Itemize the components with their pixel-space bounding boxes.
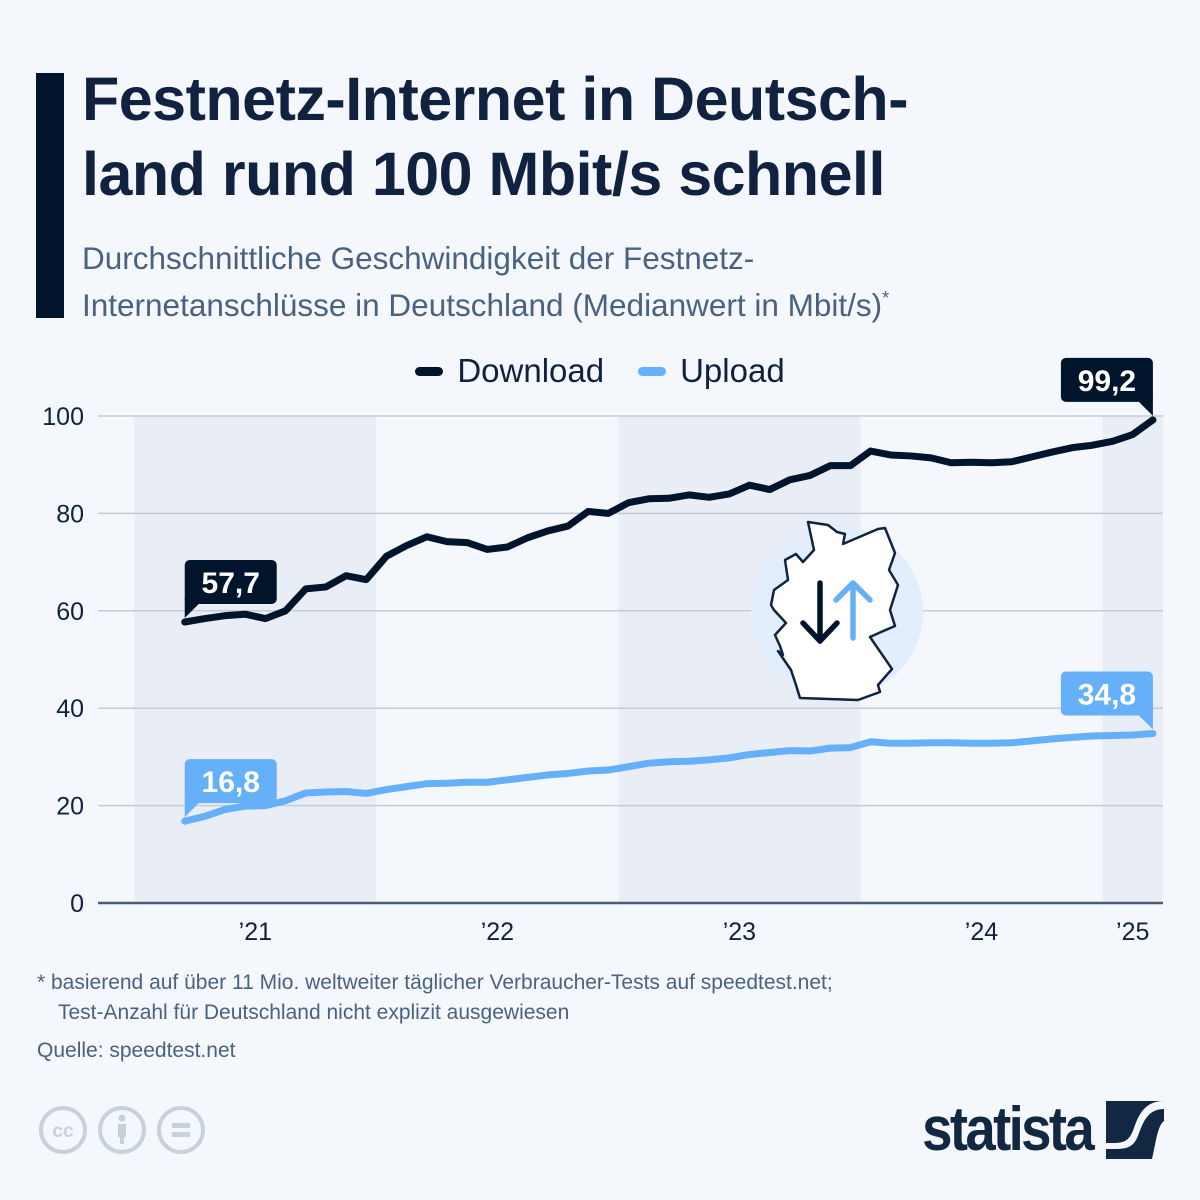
y-tick-label: 0 xyxy=(70,890,84,918)
footnote-marker: * xyxy=(882,288,890,308)
upload-arrow-icon xyxy=(833,580,873,641)
series-lines xyxy=(181,416,1157,825)
data-label: 34,8 xyxy=(1078,679,1136,712)
footnote-line-1: * basierend auf über 11 Mio. weltweiter … xyxy=(37,971,833,994)
legend-item-download[interactable]: Download xyxy=(415,352,604,390)
data-label: 57,7 xyxy=(202,567,260,600)
source-text: Quelle: speedtest.net xyxy=(37,1039,236,1062)
legend-label-upload: Upload xyxy=(680,352,785,389)
data-label: 99,2 xyxy=(1078,365,1136,398)
legend-item-upload[interactable]: Upload xyxy=(638,352,785,390)
y-axis-ticks: 0 20 40 60 80 100 xyxy=(42,403,84,918)
title-line-2: land rund 100 Mbit/s schnell xyxy=(82,140,885,208)
x-tick-label: ’25 xyxy=(1116,918,1149,946)
y-tick-label: 20 xyxy=(56,793,84,821)
download-arrow-icon xyxy=(800,580,840,644)
statista-logo-icon xyxy=(1106,1101,1164,1159)
footnote-line-2: Test-Anzahl für Deutschland nicht expliz… xyxy=(58,1001,570,1024)
line-chart: 0 20 40 60 80 100 ’21 ’22 ’23 ’24 ’25 57,7 99,2 16,… xyxy=(42,357,1163,946)
chart-subtitle: Durchschnittliche Geschwindigkeit der Fe… xyxy=(82,235,1182,329)
subtitle-line-1: Durchschnittliche Geschwindigkeit der Fe… xyxy=(82,240,755,276)
download-swatch-icon xyxy=(415,366,444,376)
x-tick-label: ’23 xyxy=(723,918,756,946)
download-end-callout: 99,2 xyxy=(1060,357,1153,416)
title-line-1: Festnetz-Internet in Deutsch- xyxy=(82,65,909,133)
title-accent-bar xyxy=(36,73,64,318)
x-tick-label: ’22 xyxy=(481,918,514,946)
chart-legend: Download Upload xyxy=(0,352,1200,390)
statista-logo[interactable]: statista xyxy=(899,1095,1164,1164)
x-axis-ticks: ’21 ’22 ’23 ’24 ’25 xyxy=(239,918,1150,946)
no-derivatives-icon[interactable] xyxy=(155,1104,207,1156)
upload-start-callout: 16,8 xyxy=(184,759,277,818)
upload-end-callout: 34,8 xyxy=(1060,671,1153,730)
download-start-callout: 57,7 xyxy=(184,560,277,619)
year-band-2025 xyxy=(1102,416,1163,903)
x-tick-label: ’21 xyxy=(239,918,272,946)
year-band-2021 xyxy=(134,416,377,903)
germany-outline-icon xyxy=(769,520,900,702)
y-tick-label: 40 xyxy=(56,695,84,723)
license-icons: cc xyxy=(37,1104,207,1156)
svg-text:cc: cc xyxy=(52,1121,74,1142)
data-label: 16,8 xyxy=(202,766,260,799)
y-tick-label: 80 xyxy=(56,500,84,528)
year-bands xyxy=(134,416,1163,903)
y-tick-label: 60 xyxy=(56,598,84,626)
y-tick-label: 100 xyxy=(42,403,84,431)
creative-commons-icon[interactable]: cc xyxy=(37,1104,89,1156)
x-tick-label: ’24 xyxy=(965,918,998,946)
chart-title: Festnetz-Internet in Deutsch- land rund … xyxy=(82,62,1182,212)
germany-map-icon xyxy=(751,520,923,702)
brand-name: statista xyxy=(922,1095,1095,1164)
attribution-icon[interactable] xyxy=(96,1104,148,1156)
footnote: * basierend auf über 11 Mio. weltweiter … xyxy=(37,968,833,1028)
upload-swatch-icon xyxy=(638,366,667,376)
subtitle-line-2: Internetanschlüsse in Deutschland (Media… xyxy=(82,287,883,323)
legend-label-download: Download xyxy=(457,352,605,389)
value-callouts: 57,7 99,2 16,8 34,8 xyxy=(184,357,1153,818)
